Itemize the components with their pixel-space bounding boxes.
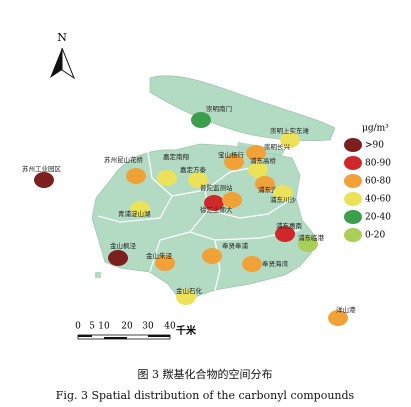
station-label: 嘉定南翔 — [163, 152, 190, 161]
station-label: 苏州工业园区 — [22, 164, 62, 173]
scale-label: 40 — [164, 322, 176, 332]
station-label: 金山枫泾 — [110, 241, 137, 250]
station-dot — [275, 226, 295, 242]
legend-swatch — [344, 138, 362, 152]
station-dot — [248, 162, 268, 178]
station-label: 金山石化 — [176, 286, 203, 295]
legend-swatch — [344, 210, 362, 224]
station-dot — [204, 195, 224, 211]
station-dot — [255, 176, 275, 192]
station-dot — [280, 132, 300, 148]
station-label: 崇明南门 — [206, 104, 232, 113]
marker-square — [95, 272, 101, 278]
north-arrow: N — [50, 31, 76, 80]
caption-en: Fig. 3 Spatial distribution of the carbo… — [56, 389, 355, 402]
scale-label: 20 — [121, 322, 133, 332]
caption-cn: 图 3 羰基化合物的空间分布 — [138, 367, 273, 381]
station-label: 浦东临港 — [298, 233, 325, 242]
station-label: 金山朱泾 — [146, 251, 173, 260]
station-dot — [155, 255, 175, 271]
scale-bar: 0 5 10 20 30 40 千米 — [75, 322, 197, 340]
station-dot — [246, 145, 266, 161]
station-dot — [126, 168, 146, 184]
station-label: 崇明长兴 — [264, 142, 291, 151]
station-label: 普陀监测站 — [200, 183, 233, 192]
station-dot — [298, 236, 318, 252]
station-dot — [108, 250, 128, 266]
scale-label: 0 — [75, 322, 81, 332]
legend-swatch — [344, 174, 362, 188]
legend-label: 80-90 — [365, 159, 391, 169]
station-dot — [273, 185, 293, 201]
station-label: 宝山杨行 — [218, 150, 245, 159]
station-label: 浦东高桥 — [250, 156, 277, 165]
station-dot — [191, 112, 211, 128]
legend-swatch — [344, 156, 362, 170]
legend-swatch — [344, 192, 362, 206]
station-dot — [222, 192, 242, 208]
station-label: 青浦淀山湖 — [118, 209, 151, 218]
scale-label: 10 — [98, 322, 110, 332]
station-label: 浦东惠南 — [276, 221, 303, 230]
scale-label: 5 — [89, 322, 95, 332]
station-dot — [224, 154, 244, 170]
station-dot — [157, 170, 177, 186]
station-dot — [202, 248, 222, 264]
legend-unit: μg/m³ — [362, 124, 389, 134]
legend-label: 40-60 — [365, 195, 391, 205]
station-label: 浦东川沙 — [270, 195, 297, 204]
station-dot — [130, 201, 150, 217]
station-dot — [176, 289, 196, 305]
station-label: 嘉定方泰 — [180, 165, 207, 174]
station-label: 洋山港 — [336, 305, 356, 314]
station-label: 徐汇上师大 — [200, 205, 233, 214]
station-dot — [242, 256, 262, 272]
legend: μg/m³ >90 80-90 60-80 40-60 20-40 0-20 — [344, 124, 391, 242]
station-label: 崇明上实东滩 — [270, 126, 310, 135]
scale-unit: 千米 — [176, 324, 197, 337]
station-dot — [34, 172, 54, 188]
north-label: N — [57, 31, 67, 44]
scale-label: 30 — [142, 322, 154, 332]
legend-label: 20-40 — [365, 213, 391, 223]
station-label: 奉贤奉浦 — [222, 241, 249, 250]
legend-label: 0-20 — [365, 231, 385, 241]
legend-label: >90 — [365, 141, 384, 151]
legend-swatch — [344, 228, 362, 242]
station-label: 苏州昆山花桥 — [104, 155, 144, 164]
station-dot — [188, 172, 208, 188]
station-dot — [328, 310, 348, 326]
legend-label: 60-80 — [365, 177, 391, 187]
station-label: 奉贤海湾 — [262, 259, 289, 268]
